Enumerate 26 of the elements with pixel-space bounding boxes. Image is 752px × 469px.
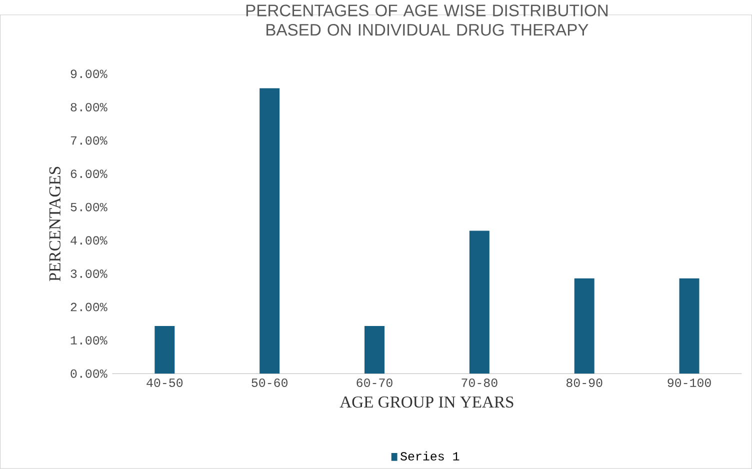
x-tick-label: 50-60	[252, 378, 288, 388]
x-tick-label: 40-50	[146, 378, 183, 388]
y-axis-title: PERCENTAGES	[49, 166, 60, 282]
x-tick-label: 60-70	[356, 378, 392, 388]
x-axis-title: AGE GROUP IN YEARS	[340, 396, 514, 408]
legend-label: Series 1	[400, 451, 460, 461]
chart-title: PERCENTAGES OF AGE WISE DISTRIBUTION BASED ON INDIVIDUAL DRUG THERAPY	[246, 4, 608, 36]
bar	[679, 278, 700, 374]
x-tick-label: 80-90	[566, 378, 602, 388]
y-tick-label: 7.00%	[70, 136, 108, 145]
bar	[469, 230, 490, 374]
bar	[574, 278, 594, 374]
y-tick-label: 3.00%	[70, 270, 108, 278]
y-tick-label: 0.00%	[70, 369, 108, 378]
y-tick-label: 9.00%	[70, 70, 108, 78]
y-tick-label: 5.00%	[70, 202, 108, 212]
bar	[260, 88, 280, 374]
y-tick-label: 1.00%	[70, 336, 108, 345]
y-tick-label: 4.00%	[70, 236, 108, 245]
y-tick-label: 6.00%	[70, 170, 108, 178]
bar	[364, 326, 384, 374]
bar	[154, 326, 175, 374]
x-tick-label: 70-80	[462, 378, 498, 388]
y-tick-label: 2.00%	[70, 302, 108, 312]
y-tick-label: 8.00%	[70, 103, 108, 112]
x-tick-label: 90-100	[668, 378, 711, 388]
